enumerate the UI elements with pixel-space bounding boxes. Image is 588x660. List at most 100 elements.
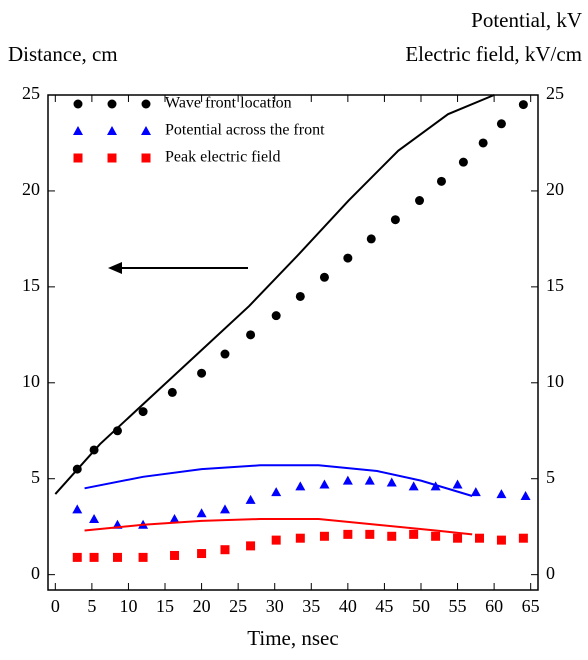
x-tick-label: 65: [522, 596, 540, 616]
point: [518, 100, 528, 110]
point: [246, 541, 256, 551]
point: [436, 176, 446, 186]
x-tick-label: 15: [156, 596, 174, 616]
x-tick-label: 10: [119, 596, 137, 616]
point: [408, 481, 419, 491]
line: [54, 94, 495, 495]
y-tick-label: 0: [31, 563, 40, 583]
point: [72, 552, 82, 562]
x-tick-label: 55: [449, 596, 467, 616]
y2-tick-label: 20: [546, 179, 564, 199]
point: [138, 552, 148, 562]
x-axis-label: Time, nsec: [247, 626, 338, 650]
point: [387, 531, 397, 541]
legend-marker: [73, 126, 83, 135]
legend-marker: [141, 99, 151, 109]
x-tick-label: 25: [229, 596, 247, 616]
point: [112, 426, 122, 436]
point: [496, 535, 506, 545]
x-tick-label: 60: [485, 596, 503, 616]
point: [112, 552, 122, 562]
legend-marker: [107, 126, 117, 135]
y-tick-label: 25: [22, 83, 40, 103]
y-tick-label: 5: [31, 467, 40, 487]
point: [478, 138, 488, 148]
point: [89, 552, 99, 562]
point: [271, 535, 281, 545]
y2-tick-label: 0: [546, 563, 555, 583]
point: [520, 490, 531, 500]
y-tick-label: 15: [22, 275, 40, 295]
y-tick-label: 20: [22, 179, 40, 199]
x-tick-label: 5: [87, 596, 96, 616]
point: [452, 479, 463, 489]
point: [170, 550, 180, 560]
y2-tick-label: 10: [546, 371, 564, 391]
arrow-head: [108, 262, 122, 274]
point: [196, 508, 207, 518]
y-tick-label: 10: [22, 371, 40, 391]
point: [271, 311, 281, 321]
point: [167, 387, 177, 397]
point: [246, 330, 256, 340]
point: [518, 533, 528, 543]
x-tick-label: 35: [302, 596, 320, 616]
point: [295, 291, 305, 301]
point: [72, 504, 83, 514]
x-tick-label: 40: [339, 596, 357, 616]
y2-tick-label: 5: [546, 467, 555, 487]
point: [390, 215, 400, 225]
point: [343, 529, 353, 539]
point: [169, 514, 180, 524]
point: [220, 349, 230, 359]
y2-tick-label: 25: [546, 83, 564, 103]
point: [365, 529, 375, 539]
legend-marker: [107, 153, 117, 163]
y-axis-label: Distance, cm: [8, 42, 118, 66]
legend-marker: [141, 153, 151, 163]
point: [219, 504, 230, 514]
point: [470, 487, 481, 497]
point: [409, 529, 419, 539]
x-tick-label: 30: [266, 596, 284, 616]
x-tick-label: 0: [51, 596, 60, 616]
point: [271, 487, 282, 497]
point: [364, 475, 375, 485]
point: [415, 196, 425, 206]
legend-marker: [73, 99, 83, 109]
point: [138, 407, 148, 417]
legend-marker: [73, 153, 83, 163]
point: [496, 489, 507, 499]
point: [386, 477, 397, 487]
line: [84, 518, 473, 536]
point: [496, 119, 506, 129]
y2-tick-label: 15: [546, 275, 564, 295]
legend-label: Wave front location: [165, 95, 292, 112]
legend-label: Potential across the front: [165, 122, 325, 139]
plot-frame: [47, 94, 539, 591]
legend-marker: [107, 99, 117, 109]
point: [342, 475, 353, 485]
point: [89, 514, 100, 524]
point: [431, 531, 441, 541]
point: [220, 545, 230, 555]
legend-label: Peak electric field: [165, 149, 281, 166]
y2-axis-label: Electric field, kV/cm: [405, 42, 582, 66]
point: [343, 253, 353, 263]
x-tick-label: 45: [375, 596, 393, 616]
point: [295, 481, 306, 491]
point: [453, 533, 463, 543]
point: [319, 531, 329, 541]
x-tick-label: 20: [193, 596, 211, 616]
point: [197, 549, 207, 559]
point: [197, 368, 207, 378]
line: [84, 464, 473, 497]
point: [474, 533, 484, 543]
point: [245, 494, 256, 504]
point: [319, 272, 329, 282]
point: [319, 479, 330, 489]
point: [366, 234, 376, 244]
point: [295, 533, 305, 543]
legend-marker: [141, 126, 151, 135]
